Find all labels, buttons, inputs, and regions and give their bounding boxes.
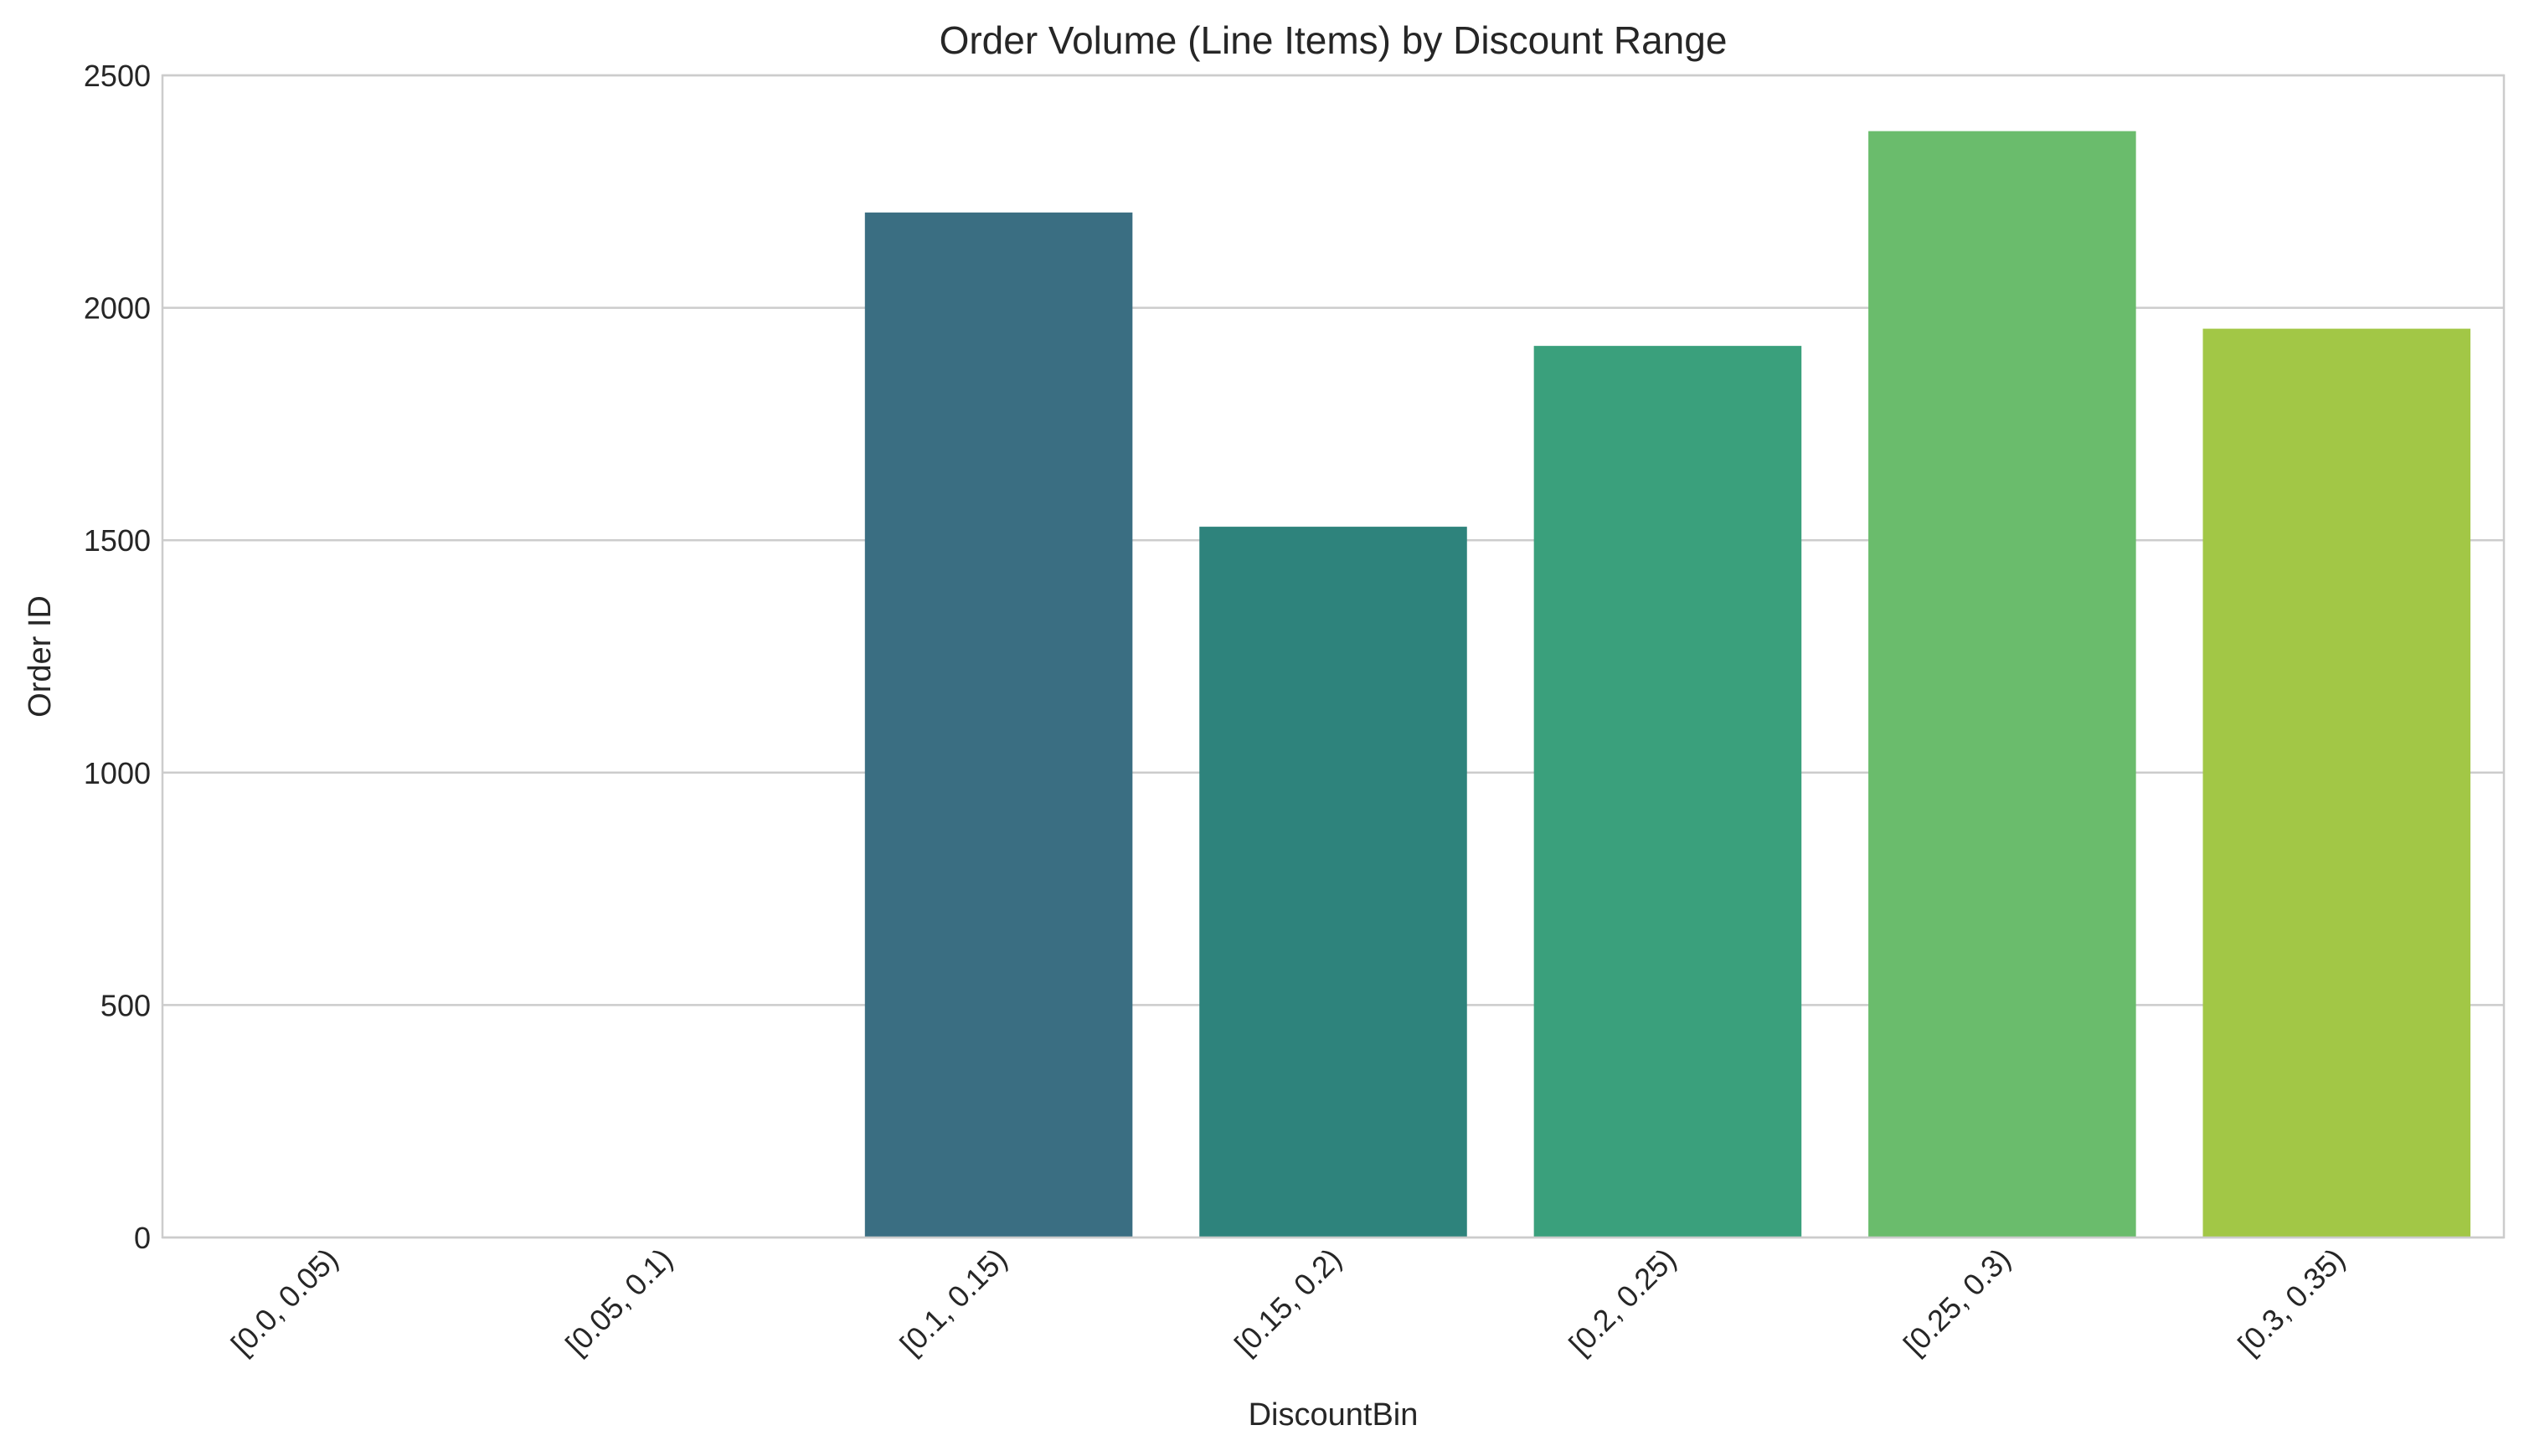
y-tick-label: 500 xyxy=(100,988,151,1022)
bar-3 xyxy=(1199,527,1467,1237)
x-tick-label: [0.2, 0.25) xyxy=(1562,1242,1682,1362)
bar-4 xyxy=(1533,346,1802,1237)
y-tick-label: 0 xyxy=(134,1221,151,1255)
plot-frame xyxy=(161,74,2506,1239)
y-tick-label: 2500 xyxy=(84,59,151,93)
x-axis-ticks: [0.0, 0.05) [0.05, 0.1) [0.1, 0.15) [0.15, … xyxy=(224,1242,2351,1362)
x-tick-label: [0.0, 0.05) xyxy=(224,1242,345,1362)
bar-5 xyxy=(1868,131,2136,1237)
y-axis-ticks: 0 500 1000 1500 2000 2500 xyxy=(84,59,151,1255)
x-tick-label: [0.25, 0.3) xyxy=(1897,1242,2017,1362)
y-tick-label: 2000 xyxy=(84,291,151,326)
x-tick-label: [0.1, 0.15) xyxy=(894,1242,1014,1362)
chart-title: Order Volume (Line Items) by Discount Ra… xyxy=(940,18,1728,62)
x-axis-label: DiscountBin xyxy=(1249,1397,1419,1433)
x-tick-label: [0.05, 0.1) xyxy=(559,1242,679,1362)
y-axis-label: Order ID xyxy=(23,595,58,718)
x-tick-label: [0.3, 0.35) xyxy=(2231,1242,2351,1362)
y-tick-label: 1500 xyxy=(84,523,151,558)
bar-6 xyxy=(2202,328,2471,1238)
y-tick-label: 1000 xyxy=(84,756,151,790)
bar-2 xyxy=(864,212,1133,1238)
x-tick-label: [0.15, 0.2) xyxy=(1228,1242,1348,1362)
bars xyxy=(864,131,2471,1238)
